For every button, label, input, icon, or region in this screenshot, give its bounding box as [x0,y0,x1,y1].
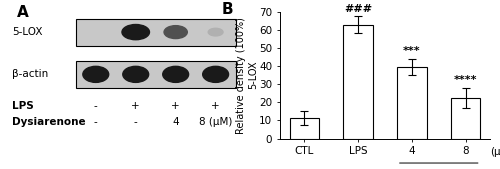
Bar [397,67,426,139]
Text: +: + [132,101,140,112]
Text: 8 (μM): 8 (μM) [199,117,232,127]
Text: B: B [221,2,233,17]
Text: -: - [134,117,138,127]
Text: Dysiarenone: Dysiarenone [12,117,86,127]
Text: ****: **** [454,75,477,85]
Ellipse shape [202,66,228,82]
Text: 4: 4 [172,117,179,127]
Ellipse shape [122,25,150,40]
Text: 5-LOX: 5-LOX [12,27,43,37]
Y-axis label: Relative density (100%)
5-LOX: Relative density (100%) 5-LOX [236,17,258,134]
Text: A: A [17,5,29,20]
Bar [76,61,235,88]
Bar [451,98,480,139]
Bar [290,118,319,139]
Text: +: + [172,101,180,112]
Text: LPS: LPS [12,101,34,112]
Text: (μM): (μM) [490,147,500,157]
Text: +: + [212,101,220,112]
Ellipse shape [83,66,108,82]
Text: -: - [94,117,98,127]
Ellipse shape [162,66,188,82]
Bar [76,19,235,46]
Text: -: - [94,101,98,112]
Bar [344,25,373,139]
Text: β-actin: β-actin [12,69,49,79]
Ellipse shape [208,28,223,36]
Text: ###: ### [344,4,372,14]
Ellipse shape [164,26,188,39]
Ellipse shape [123,66,148,82]
Text: ***: *** [403,46,420,56]
